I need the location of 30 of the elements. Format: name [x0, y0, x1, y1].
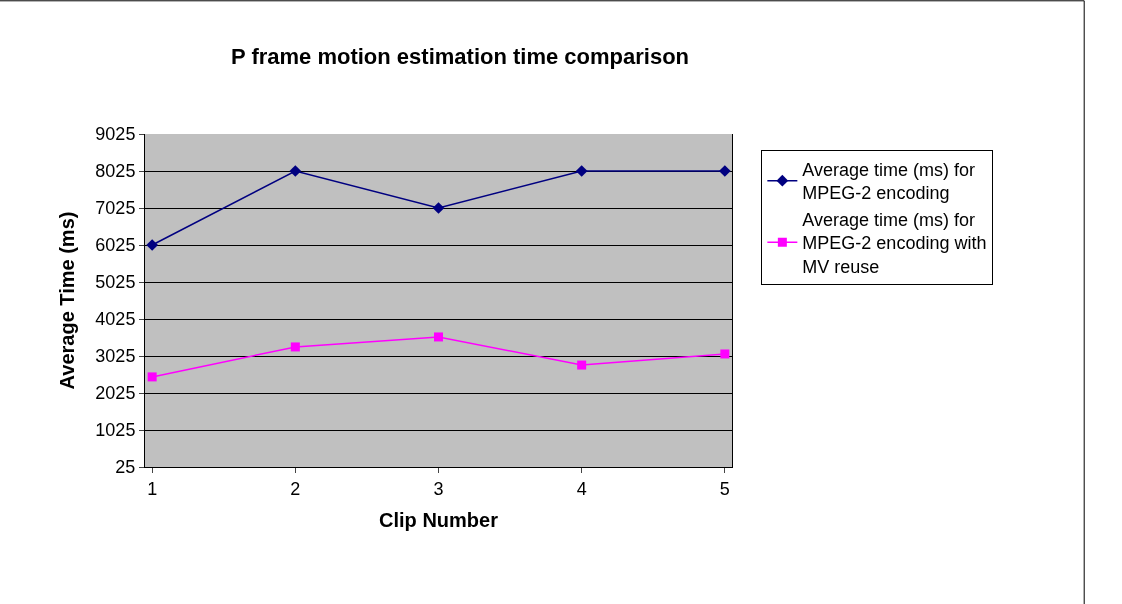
y-tick-label: 1025 [95, 420, 136, 441]
point [720, 349, 730, 359]
point [147, 372, 157, 382]
x-tick-label: 4 [576, 478, 587, 499]
y-tick-label: 6025 [95, 235, 136, 256]
point [432, 202, 445, 214]
point [577, 360, 587, 370]
x-tick-label: 1 [147, 478, 158, 499]
y-tick-label: 8025 [95, 161, 136, 182]
y-tick-label: 9025 [95, 124, 136, 145]
point [575, 165, 588, 177]
y-axis-title: Average Time (ms) [55, 211, 78, 390]
x-tick-label: 3 [433, 478, 444, 499]
y-tick-label: 4025 [95, 309, 136, 330]
point [434, 332, 443, 342]
x-axis-title: Clip Number [379, 509, 499, 532]
point [289, 165, 302, 177]
y-tick-label: 3025 [95, 346, 136, 367]
chart-title: P frame motion estimation time comparison [231, 43, 690, 69]
y-tick-label: 2025 [95, 383, 136, 404]
y-tick-label: 7025 [95, 198, 136, 219]
legend-label: Average time (ms) for MPEG-2 encoding [802, 159, 976, 204]
point [290, 342, 300, 352]
x-tick-label: 2 [290, 478, 301, 499]
legend-label: Average time (ms) for MPEG-2 encoding with MV reuse [802, 209, 987, 277]
y-tick-label: 25 [115, 457, 136, 478]
y-tick-label: 5025 [95, 272, 136, 293]
point [146, 239, 159, 251]
point [718, 165, 731, 177]
x-tick-label: 5 [719, 478, 730, 499]
